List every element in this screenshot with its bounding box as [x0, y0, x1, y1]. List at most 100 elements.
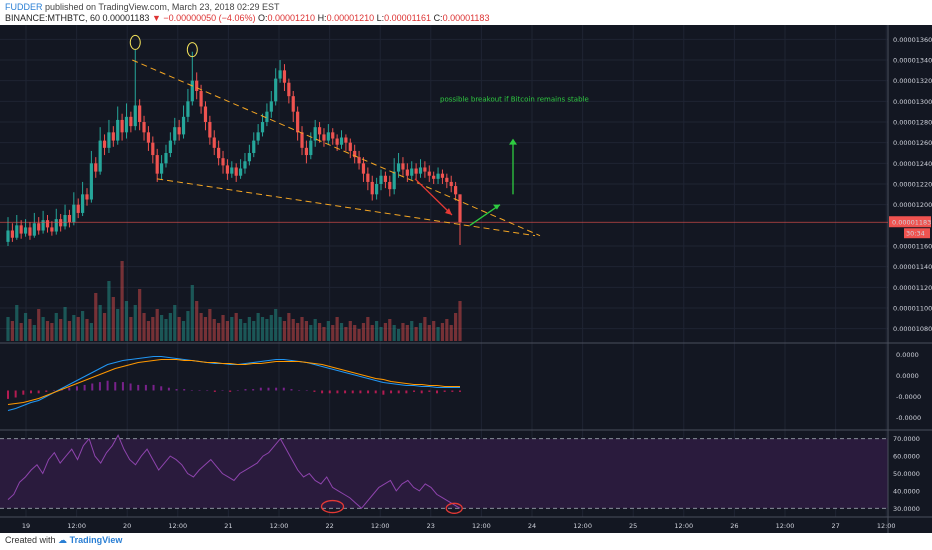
candle-body [322, 134, 326, 141]
volume-bar [76, 317, 80, 341]
macd-histogram-bar [397, 390, 400, 394]
price-tick-label: 0.00001120 [893, 284, 932, 292]
macd-histogram-bar [29, 390, 32, 394]
current-price-tag [889, 216, 931, 228]
volume-bar [111, 297, 115, 341]
volume-bar [418, 323, 423, 341]
volume-bar [414, 327, 418, 341]
candle-body [317, 127, 322, 135]
time-tick-label: 12:00 [472, 522, 491, 530]
volume-bar [423, 317, 427, 341]
candle-body [19, 225, 23, 234]
candle-body [225, 165, 230, 174]
candle-body [304, 147, 309, 156]
candle-body [401, 163, 405, 170]
volume-bar [54, 313, 58, 341]
price-tick-label: 0.00001320 [893, 77, 932, 85]
volume-bar [296, 323, 300, 341]
volume-bar [344, 327, 348, 341]
volume-bar [129, 317, 133, 341]
candle-body [238, 168, 243, 176]
candle-body [353, 150, 357, 158]
candle-body [85, 194, 89, 200]
volume-bar [230, 317, 234, 341]
rsi-tick-label: 60.0000 [893, 453, 920, 461]
candle-body [76, 204, 80, 213]
macd-tick-label: -0.0000 [896, 414, 921, 422]
rsi-band [0, 438, 888, 509]
upper-trendline [132, 59, 541, 237]
time-tick-label: 19 [22, 522, 30, 530]
price-chart[interactable]: possible breakout if Bitcoin remains sta… [0, 25, 932, 533]
candle-body [98, 140, 102, 172]
candle-body [155, 155, 159, 174]
candle-body [54, 219, 58, 232]
macd-histogram-bar [7, 390, 9, 399]
high-value: 0.00001210 [326, 13, 375, 23]
volume-bar [45, 321, 50, 341]
candle-body [129, 116, 133, 127]
candle-body [138, 105, 142, 122]
macd-histogram-bar [282, 387, 285, 391]
publish-info: FUDDER published on TradingView.com, Mar… [5, 2, 280, 12]
volume-bar [203, 317, 208, 341]
volume-bar [59, 319, 63, 341]
volume-bar [401, 323, 405, 341]
macd-histogram-bar [336, 390, 339, 394]
volume-bar [331, 325, 335, 341]
macd-histogram-bar [198, 390, 201, 391]
price-tick-label: 0.00001300 [893, 98, 932, 106]
candle-body [63, 215, 67, 227]
macd-histogram-bar [229, 390, 232, 392]
volume-bar [313, 319, 317, 341]
author-name[interactable]: FUDDER [5, 2, 43, 12]
price-tick-label: 0.00001200 [893, 201, 932, 209]
volume-bar [436, 327, 440, 341]
volume-bar [173, 305, 177, 341]
macd-histogram-bar [213, 390, 216, 392]
peak-marker [129, 34, 141, 50]
volume-bar [274, 309, 278, 341]
tradingview-brand[interactable]: TradingView [69, 535, 123, 545]
candle-body [339, 137, 344, 145]
time-tick-label: 12:00 [573, 522, 592, 530]
volume-bar [243, 323, 247, 341]
macd-histogram-bar [374, 390, 377, 394]
price-tick-label: 0.00001260 [893, 139, 932, 147]
macd-histogram-bar [175, 389, 178, 391]
volume-bar [6, 317, 10, 341]
candle-body [405, 169, 409, 176]
candle-body [427, 171, 431, 176]
volume-bar [164, 319, 168, 341]
candle-body [344, 137, 348, 143]
candle-body [59, 219, 63, 227]
candle-body [15, 225, 19, 238]
volume-bar [234, 313, 238, 341]
candle-body [164, 153, 168, 164]
volume-bar [339, 323, 344, 341]
rsi-tick-label: 30.0000 [893, 505, 920, 513]
candle-body [243, 161, 247, 169]
breakout-annotation: possible breakout if Bitcoin remains sta… [440, 95, 589, 103]
red-arrow-line [414, 178, 453, 216]
volume-bar [287, 313, 291, 341]
macd-histogram-bar [14, 390, 17, 398]
volume-bar [405, 325, 409, 341]
volume-bar [116, 309, 120, 341]
volume-bar [89, 323, 93, 341]
candle-body [458, 194, 462, 223]
volume-bar [300, 317, 304, 341]
macd-histogram-bar [236, 390, 239, 391]
volume-bar [396, 329, 401, 341]
candle-body [366, 173, 370, 182]
candle-body [50, 227, 54, 232]
macd-histogram-bar [436, 390, 439, 394]
low-value: 0.00001161 [384, 13, 432, 23]
footer: Created with ☁ TradingView [5, 535, 122, 546]
candle-body [410, 168, 414, 176]
last-price: 0.00001183 [102, 13, 150, 23]
volume-bar [309, 325, 313, 341]
high-label: H: [317, 13, 327, 23]
price-tick-label: 0.00001360 [893, 36, 932, 44]
candle-body [199, 91, 203, 107]
